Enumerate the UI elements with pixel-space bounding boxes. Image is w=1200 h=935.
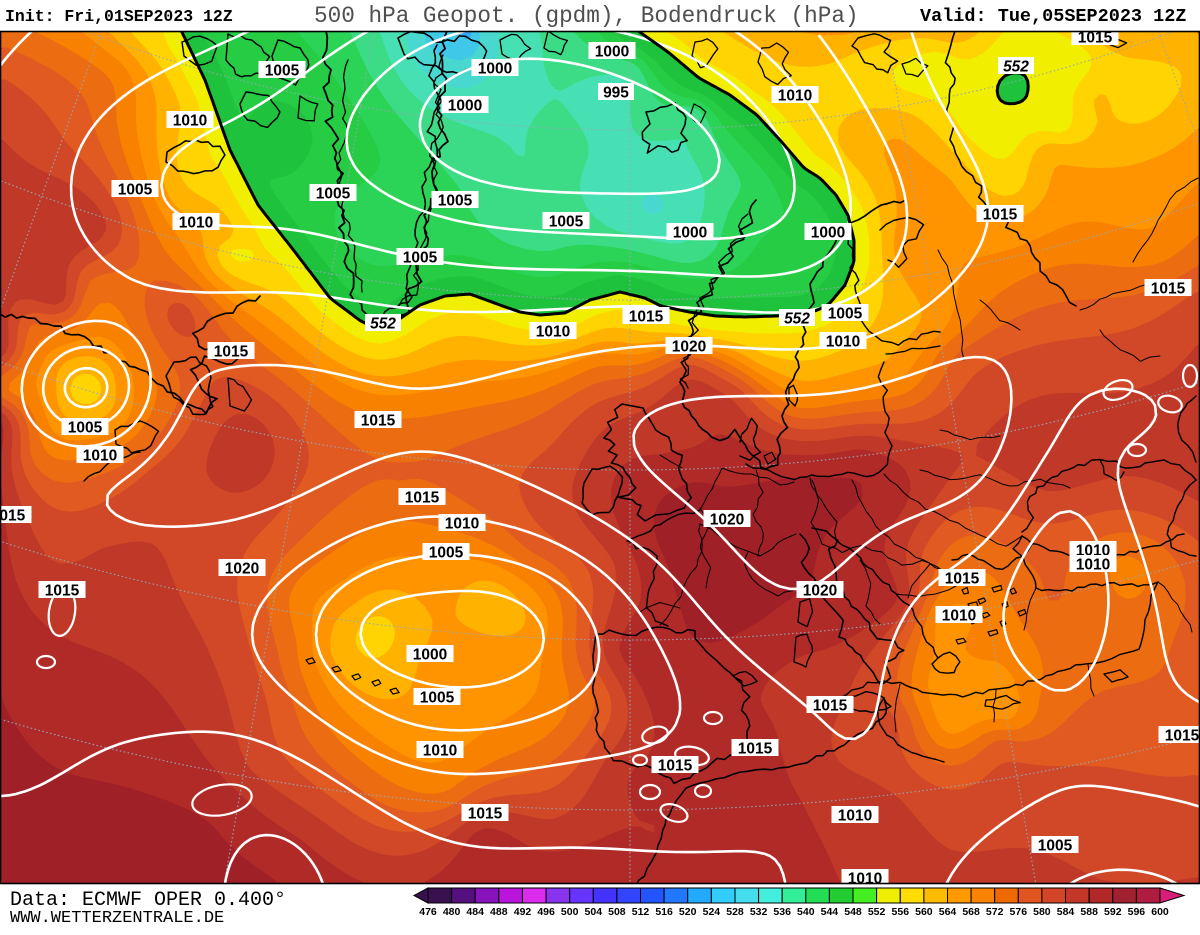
svg-text:1005: 1005 <box>118 182 153 199</box>
svg-text:1010: 1010 <box>838 808 872 825</box>
svg-text:1005: 1005 <box>420 690 455 707</box>
svg-text:1000: 1000 <box>413 647 447 664</box>
svg-text:592: 592 <box>1104 906 1122 918</box>
svg-text:Init: Fri,01SEP2023 12Z: Init: Fri,01SEP2023 12Z <box>5 7 233 26</box>
svg-text:1015: 1015 <box>945 571 980 588</box>
svg-text:1015: 1015 <box>0 508 26 525</box>
svg-text:1005: 1005 <box>265 63 300 80</box>
svg-text:1015: 1015 <box>361 413 396 430</box>
svg-text:1010: 1010 <box>423 743 457 760</box>
svg-text:1015: 1015 <box>1151 281 1186 298</box>
svg-text:556: 556 <box>892 906 910 918</box>
svg-text:524: 524 <box>703 906 721 918</box>
svg-text:1005: 1005 <box>438 193 473 210</box>
svg-text:1015: 1015 <box>658 758 693 775</box>
svg-text:1015: 1015 <box>983 207 1018 224</box>
svg-text:492: 492 <box>514 906 532 918</box>
svg-text:584: 584 <box>1057 906 1075 918</box>
svg-text:1005: 1005 <box>429 545 464 562</box>
svg-text:1020: 1020 <box>672 339 706 356</box>
svg-text:512: 512 <box>632 906 650 918</box>
svg-text:488: 488 <box>490 906 508 918</box>
svg-text:WWW.WETTERZENTRALE.DE: WWW.WETTERZENTRALE.DE <box>10 909 224 928</box>
svg-text:500: 500 <box>561 906 579 918</box>
svg-text:1010: 1010 <box>179 215 213 232</box>
svg-text:1010: 1010 <box>826 334 860 351</box>
svg-text:1005: 1005 <box>68 420 103 437</box>
svg-text:484: 484 <box>466 906 484 918</box>
svg-text:564: 564 <box>939 906 957 918</box>
svg-text:1015: 1015 <box>468 806 503 823</box>
svg-text:568: 568 <box>962 906 980 918</box>
svg-text:516: 516 <box>655 906 673 918</box>
svg-text:580: 580 <box>1033 906 1051 918</box>
svg-text:480: 480 <box>443 906 461 918</box>
svg-text:508: 508 <box>608 906 626 918</box>
svg-text:1015: 1015 <box>405 490 440 507</box>
svg-text:520: 520 <box>679 906 697 918</box>
svg-text:600: 600 <box>1151 906 1169 918</box>
svg-text:1010: 1010 <box>536 324 570 341</box>
svg-text:1010: 1010 <box>942 608 976 625</box>
svg-text:1005: 1005 <box>549 214 584 231</box>
svg-text:476: 476 <box>419 906 437 918</box>
svg-text:552: 552 <box>370 316 396 333</box>
svg-text:1015: 1015 <box>738 741 773 758</box>
svg-text:1005: 1005 <box>1038 838 1073 855</box>
svg-text:552: 552 <box>784 311 810 328</box>
svg-text:1005: 1005 <box>828 306 863 323</box>
svg-text:1015: 1015 <box>214 344 249 361</box>
svg-text:1005: 1005 <box>316 186 351 203</box>
svg-text:572: 572 <box>986 906 1004 918</box>
svg-text:995: 995 <box>603 85 629 102</box>
svg-text:596: 596 <box>1128 906 1146 918</box>
svg-text:560: 560 <box>915 906 933 918</box>
svg-text:Valid: Tue,05SEP2023 12Z: Valid: Tue,05SEP2023 12Z <box>920 6 1186 27</box>
svg-text:1000: 1000 <box>448 98 482 115</box>
svg-text:532: 532 <box>750 906 768 918</box>
svg-text:1015: 1015 <box>813 698 848 715</box>
svg-text:548: 548 <box>844 906 862 918</box>
svg-text:1015: 1015 <box>45 583 80 600</box>
svg-text:1010: 1010 <box>173 113 207 130</box>
svg-text:552: 552 <box>1003 59 1029 76</box>
svg-text:536: 536 <box>773 906 791 918</box>
svg-text:588: 588 <box>1080 906 1098 918</box>
svg-text:1015: 1015 <box>1165 728 1200 745</box>
svg-text:1020: 1020 <box>803 583 837 600</box>
svg-text:504: 504 <box>585 906 603 918</box>
svg-text:1005: 1005 <box>403 250 438 267</box>
svg-text:1010: 1010 <box>1076 557 1110 574</box>
svg-text:544: 544 <box>821 906 839 918</box>
svg-text:500 hPa Geopot. (gpdm), Bodend: 500 hPa Geopot. (gpdm), Bodendruck (hPa) <box>314 3 859 29</box>
svg-text:576: 576 <box>1010 906 1028 918</box>
svg-text:1010: 1010 <box>83 448 117 465</box>
svg-text:1020: 1020 <box>225 561 259 578</box>
svg-text:552: 552 <box>868 906 886 918</box>
svg-text:528: 528 <box>726 906 744 918</box>
svg-text:1000: 1000 <box>478 61 512 78</box>
svg-text:1010: 1010 <box>778 88 812 105</box>
svg-text:1000: 1000 <box>811 225 845 242</box>
svg-text:1000: 1000 <box>673 225 707 242</box>
svg-text:1000: 1000 <box>595 44 629 61</box>
svg-text:1015: 1015 <box>629 309 664 326</box>
svg-text:1010: 1010 <box>445 516 479 533</box>
svg-text:496: 496 <box>537 906 555 918</box>
svg-text:540: 540 <box>797 906 815 918</box>
svg-text:1020: 1020 <box>710 512 744 529</box>
